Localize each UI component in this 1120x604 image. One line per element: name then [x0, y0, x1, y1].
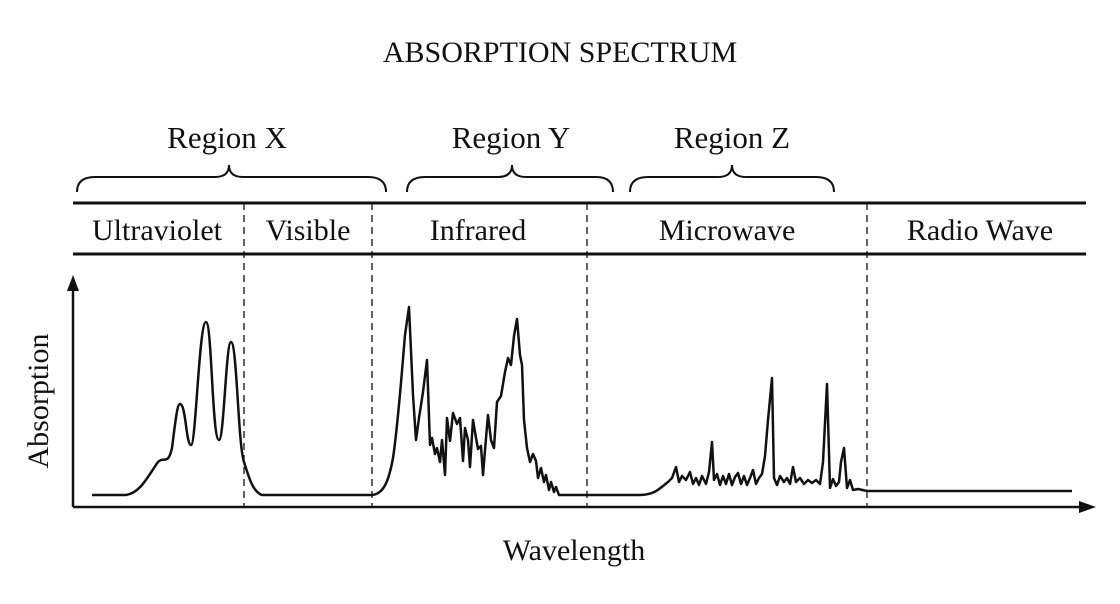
absorption-curve — [92, 305, 1072, 497]
band-microwave: Microwave — [659, 214, 796, 247]
y-axis-label: Absorption — [22, 334, 55, 469]
region-z-brace — [629, 164, 835, 193]
region-y-brace — [406, 164, 614, 193]
band-radio-wave: Radio Wave — [907, 214, 1053, 247]
diagram-title: ABSORPTION SPECTRUM — [383, 36, 737, 69]
band-infrared: Infrared — [430, 214, 527, 247]
region-x-brace — [76, 164, 387, 193]
region-y-label: Region Y — [452, 120, 571, 155]
y-axis-arrowhead — [67, 275, 79, 291]
region-z-label: Region Z — [674, 120, 790, 155]
band-ultraviolet: Ultraviolet — [92, 214, 223, 247]
region-x-label: Region X — [167, 120, 287, 155]
x-axis-arrowhead — [1079, 501, 1096, 513]
x-axis-label: Wavelength — [503, 534, 646, 567]
band-visible: Visible — [266, 214, 351, 247]
